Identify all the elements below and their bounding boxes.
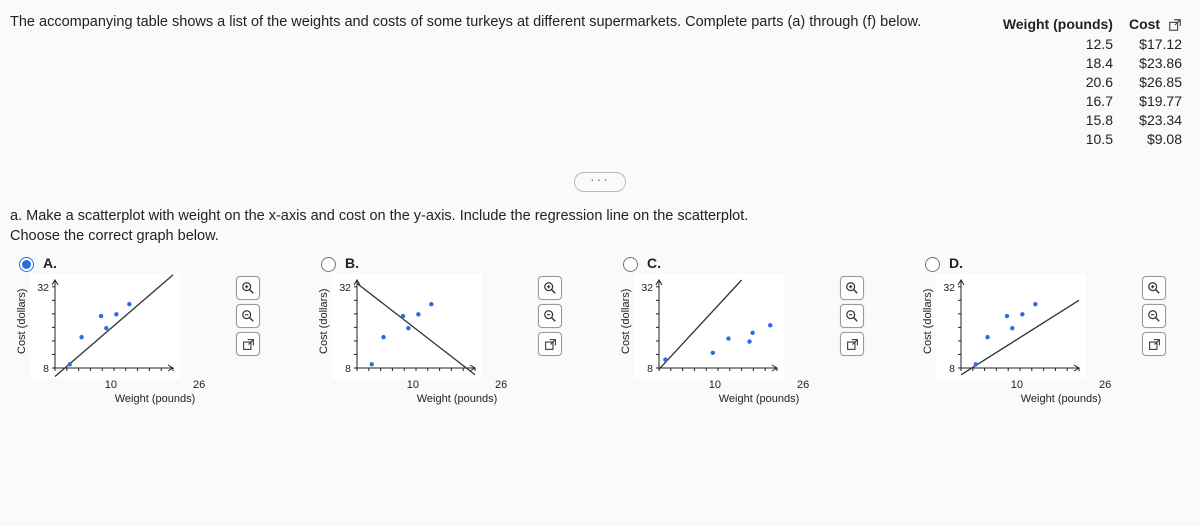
weight-cell: 15.8	[995, 110, 1121, 129]
x-axis-label: Weight (pounds)	[1021, 393, 1102, 405]
x-tick-labels: 1026	[407, 379, 508, 391]
svg-text:8: 8	[949, 363, 955, 375]
zoom-out-icon[interactable]	[840, 304, 864, 328]
chart-d: 8 32	[936, 274, 1086, 379]
zoom-out-icon[interactable]	[1142, 304, 1166, 328]
svg-text:8: 8	[345, 363, 351, 375]
zoom-in-icon[interactable]	[236, 276, 260, 300]
option-d: D. Cost (dollars) 8 32 1026 Weight (pound…	[920, 254, 1180, 405]
radio-d[interactable]	[925, 257, 940, 272]
svg-text:8: 8	[647, 363, 653, 375]
radio-a[interactable]	[19, 257, 34, 272]
cost-cell: $19.77	[1121, 91, 1190, 110]
table-row: 12.5 $17.12	[995, 34, 1190, 53]
y-axis-label: Cost (dollars)	[618, 274, 634, 369]
y-axis-label: Cost (dollars)	[920, 274, 936, 369]
x-axis-label: Weight (pounds)	[115, 393, 196, 405]
cost-cell: $23.34	[1121, 110, 1190, 129]
x-tick-labels: 1026	[709, 379, 810, 391]
popout-icon[interactable]	[538, 332, 562, 356]
weight-cell: 16.7	[995, 91, 1121, 110]
cost-cell: $17.12	[1121, 34, 1190, 53]
weight-cell: 10.5	[995, 129, 1121, 148]
svg-text:8: 8	[43, 363, 49, 375]
col-weight-header: Weight (pounds)	[995, 14, 1121, 34]
table-row: 15.8 $23.34	[995, 110, 1190, 129]
table-row: 10.5 $9.08	[995, 129, 1190, 148]
weight-cell: 12.5	[995, 34, 1121, 53]
part-a-line: a. Make a scatterplot with weight on the…	[10, 208, 1190, 224]
ellipsis-button[interactable]: ···	[574, 172, 626, 192]
option-label: B.	[345, 255, 359, 271]
choose-line: Choose the correct graph below.	[10, 228, 1190, 244]
option-a: A. Cost (dollars) 8 32 1026 Weight (pound…	[14, 254, 274, 405]
weight-cell: 18.4	[995, 53, 1121, 72]
cost-cell: $26.85	[1121, 72, 1190, 91]
radio-c[interactable]	[623, 257, 638, 272]
popout-icon[interactable]	[1168, 18, 1182, 32]
chart-b: 8 32	[332, 274, 482, 379]
zoom-out-icon[interactable]	[538, 304, 562, 328]
cost-cell: $9.08	[1121, 129, 1190, 148]
svg-text:32: 32	[37, 282, 49, 294]
zoom-out-icon[interactable]	[236, 304, 260, 328]
data-table: Weight (pounds) Cost 12.5 $17.1218.4 $23…	[995, 14, 1190, 148]
table-row: 16.7 $19.77	[995, 91, 1190, 110]
popout-icon[interactable]	[236, 332, 260, 356]
weight-cell: 20.6	[995, 72, 1121, 91]
option-b: B. Cost (dollars) 8 32 1026 Weight (pound…	[316, 254, 576, 405]
table-row: 18.4 $23.86	[995, 53, 1190, 72]
zoom-in-icon[interactable]	[840, 276, 864, 300]
cost-cell: $23.86	[1121, 53, 1190, 72]
table-row: 20.6 $26.85	[995, 72, 1190, 91]
x-axis-label: Weight (pounds)	[719, 393, 800, 405]
svg-text:32: 32	[943, 282, 955, 294]
popout-icon[interactable]	[840, 332, 864, 356]
option-label: C.	[647, 255, 661, 271]
radio-b[interactable]	[321, 257, 336, 272]
chart-c: 8 32	[634, 274, 784, 379]
popout-icon[interactable]	[1142, 332, 1166, 356]
option-label: D.	[949, 255, 963, 271]
y-axis-label: Cost (dollars)	[14, 274, 30, 369]
col-cost-header: Cost	[1121, 14, 1190, 34]
chart-a: 8 32	[30, 274, 180, 379]
svg-text:32: 32	[339, 282, 351, 294]
option-label: A.	[43, 255, 57, 271]
zoom-in-icon[interactable]	[538, 276, 562, 300]
x-tick-labels: 1026	[1011, 379, 1112, 391]
svg-text:32: 32	[641, 282, 653, 294]
question-text: The accompanying table shows a list of t…	[10, 14, 995, 30]
x-tick-labels: 1026	[105, 379, 206, 391]
y-axis-label: Cost (dollars)	[316, 274, 332, 369]
x-axis-label: Weight (pounds)	[417, 393, 498, 405]
zoom-in-icon[interactable]	[1142, 276, 1166, 300]
option-c: C. Cost (dollars) 8 32 1026 Weight (pound…	[618, 254, 878, 405]
